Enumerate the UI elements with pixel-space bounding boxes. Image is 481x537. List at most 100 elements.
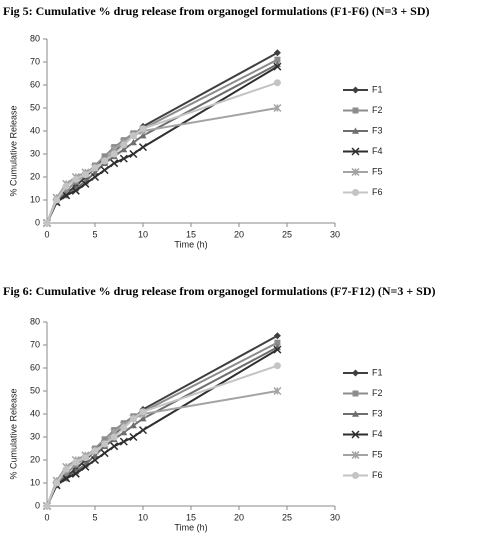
marker [91, 447, 99, 455]
marker [273, 79, 281, 87]
x-tick-label: 20 [234, 512, 244, 522]
marker [91, 164, 99, 172]
marker [273, 362, 281, 370]
marker [43, 219, 51, 227]
y-tick-label: 20 [30, 171, 40, 181]
y-axis-label: % Cumulative Release [8, 105, 18, 196]
marker [351, 430, 360, 439]
marker [139, 415, 147, 422]
marker [71, 186, 80, 195]
marker [101, 436, 108, 443]
y-tick-label: 40 [30, 408, 40, 418]
x-tick-label: 15 [186, 512, 196, 522]
marker [63, 470, 70, 477]
marker [352, 86, 359, 94]
legend-label: F2 [372, 388, 383, 398]
x-tick-label: 25 [282, 229, 292, 239]
y-tick-label: 10 [30, 194, 40, 204]
x-tick-label: 10 [138, 229, 148, 239]
marker [139, 408, 147, 416]
marker [274, 56, 281, 63]
x-tick-label: 0 [44, 512, 49, 522]
x-tick-label: 0 [44, 229, 49, 239]
marker [71, 469, 80, 478]
marker [120, 424, 128, 432]
marker [62, 465, 70, 473]
chart-title: Fig 5: Cumulative % drug release from or… [3, 4, 430, 18]
marker [273, 49, 281, 57]
y-tick-label: 60 [30, 79, 40, 89]
marker [138, 143, 148, 152]
marker [110, 442, 119, 451]
legend-label: F1 [372, 84, 383, 94]
marker [139, 132, 147, 139]
x-tick-label: 20 [234, 229, 244, 239]
marker [273, 345, 282, 354]
marker [101, 440, 109, 448]
y-tick-label: 30 [30, 148, 40, 158]
legend-label: F5 [372, 166, 383, 176]
marker [274, 339, 281, 346]
marker [120, 428, 128, 436]
marker [100, 449, 109, 458]
marker [351, 167, 360, 177]
marker [119, 437, 128, 446]
marker [352, 472, 359, 479]
y-tick-label: 30 [30, 431, 40, 441]
y-tick-label: 0 [35, 217, 40, 227]
x-axis-label: Time (h) [174, 239, 207, 249]
marker [91, 451, 99, 459]
marker [273, 62, 282, 71]
marker [72, 175, 80, 183]
marker [62, 191, 71, 200]
legend-label: F5 [372, 449, 383, 459]
x-tick-label: 25 [282, 512, 292, 522]
y-tick-label: 70 [30, 56, 40, 66]
legend-label: F4 [372, 146, 383, 156]
marker [110, 433, 118, 441]
chart-title: Fig 6: Cumulative % drug release from or… [3, 284, 436, 298]
marker [352, 390, 359, 397]
legend-label: F3 [372, 408, 383, 418]
marker [129, 139, 137, 146]
marker [139, 125, 147, 133]
x-axis-label: Time (h) [174, 522, 207, 532]
marker [90, 172, 100, 182]
marker [81, 179, 90, 188]
marker [120, 145, 128, 153]
marker [62, 182, 70, 190]
marker [53, 479, 61, 487]
marker [273, 332, 281, 340]
marker [129, 149, 138, 159]
marker [273, 386, 282, 396]
marker [110, 159, 119, 168]
marker [129, 415, 137, 423]
marker [81, 171, 89, 179]
marker [110, 150, 118, 158]
marker [273, 103, 282, 113]
x-tick-label: 30 [330, 229, 340, 239]
marker [129, 432, 138, 442]
marker [101, 153, 108, 160]
marker [129, 132, 137, 140]
marker [352, 127, 359, 134]
y-tick-label: 0 [35, 500, 40, 510]
marker [119, 154, 128, 163]
legend-label: F3 [372, 125, 383, 135]
y-tick-label: 50 [30, 102, 40, 112]
y-tick-label: 80 [30, 33, 40, 43]
y-tick-label: 20 [30, 454, 40, 464]
marker [90, 455, 100, 465]
marker [351, 147, 360, 156]
marker [91, 168, 99, 176]
legend-label: F1 [372, 367, 383, 377]
x-tick-label: 5 [92, 229, 97, 239]
marker [81, 462, 90, 471]
marker [62, 474, 71, 483]
marker [352, 189, 359, 196]
y-tick-label: 70 [30, 339, 40, 349]
y-tick-label: 10 [30, 477, 40, 487]
marker [352, 107, 359, 114]
marker [43, 502, 51, 510]
